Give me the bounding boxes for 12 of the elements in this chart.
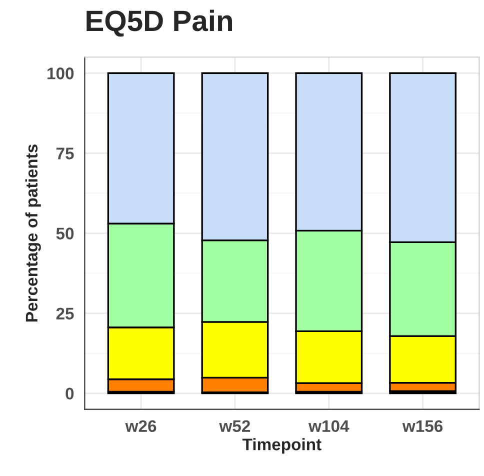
- x-tick-label: w52: [219, 420, 250, 432]
- y-axis-title: Percentage of patients: [25, 144, 41, 322]
- y-tick-label: 0: [66, 388, 74, 400]
- y-tick-label: 50: [56, 228, 74, 240]
- x-tick-label: w156: [402, 420, 443, 432]
- y-tick-label: 75: [56, 148, 74, 160]
- x-tick-label: w104: [308, 420, 350, 432]
- y-tick-label: 100: [48, 68, 74, 80]
- x-axis-title: Timepoint: [242, 438, 322, 454]
- x-tick-label: w26: [125, 420, 156, 432]
- chart-title: EQ5D Pain: [86, 10, 232, 37]
- y-tick-label: 25: [56, 308, 74, 320]
